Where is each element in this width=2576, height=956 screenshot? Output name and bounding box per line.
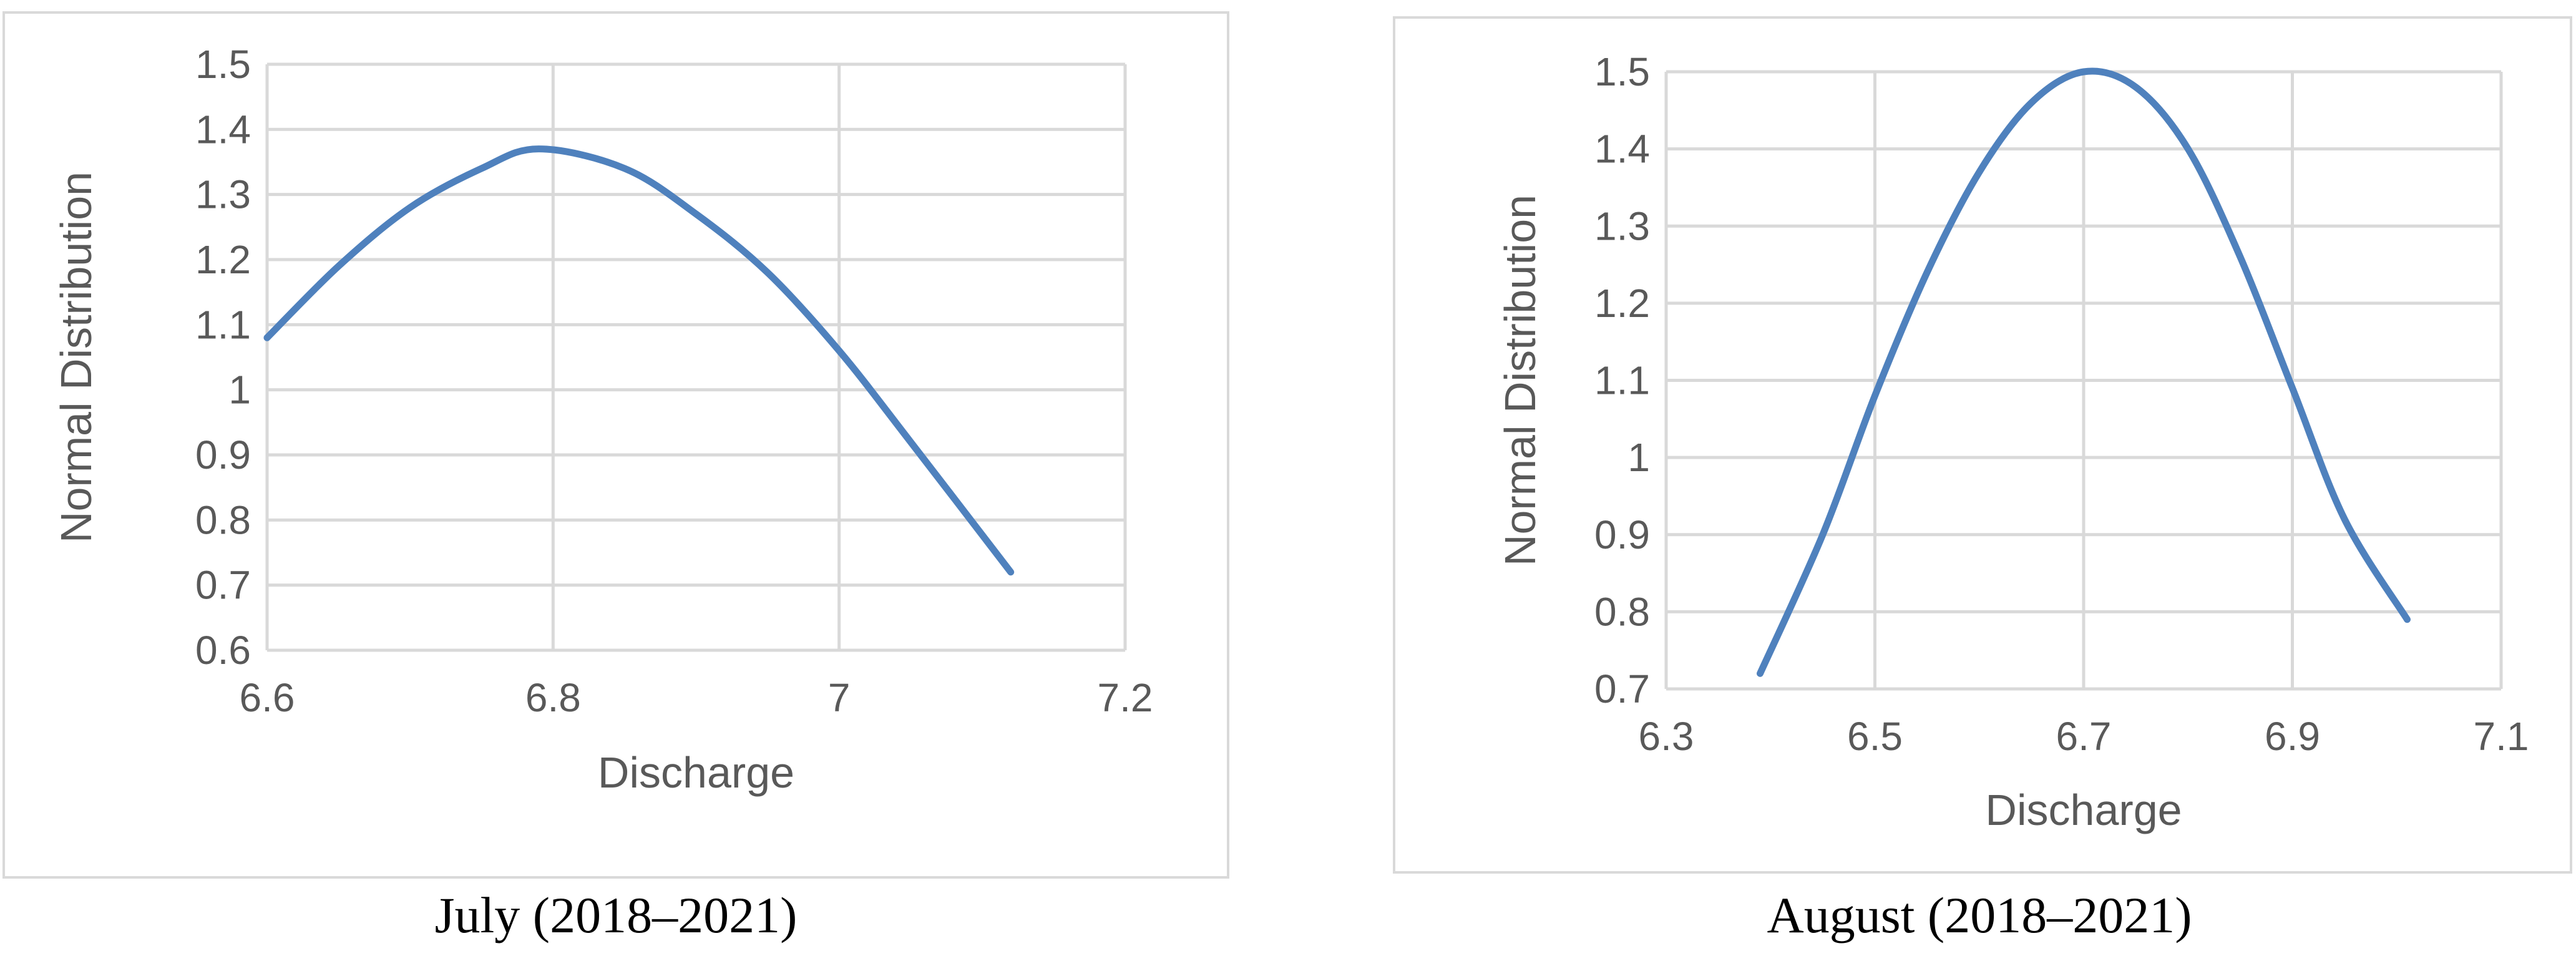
chart-frame-july [2, 11, 1229, 879]
x-tick-label: 6.5 [1847, 714, 1903, 759]
y-tick-label: 1 [228, 368, 251, 412]
tick-labels: 0.7 0.8 0.9 1 1.1 1.2 1.3 1.4 1.5 6.3 6.5 6.7 6.9 7.1 [1594, 49, 2529, 759]
y-tick-label: 0.7 [195, 563, 251, 608]
series-line [263, 145, 1015, 576]
y-tick-label: 0.8 [1594, 589, 1650, 634]
x-tick-label: 6.3 [1639, 714, 1694, 759]
gridlines [265, 62, 1127, 652]
y-tick-label: 0.8 [195, 497, 251, 542]
y-tick-label: 1.5 [1594, 49, 1650, 94]
y-tick-label: 1.3 [1594, 203, 1650, 248]
y-tick-label: 0.7 [1594, 666, 1650, 711]
x-tick-label: 6.9 [2265, 714, 2320, 759]
y-tick-label: 0.6 [195, 628, 251, 673]
y-tick-label: 1 [1627, 435, 1650, 480]
x-tick-label: 7.1 [2474, 714, 2529, 759]
y-tick-label: 1.1 [195, 302, 251, 347]
tick-labels: 0.6 0.7 0.8 0.9 1 1.1 1.2 1.3 1.4 1.5 6.6 6.8 7 7.2 [195, 42, 1153, 720]
y-tick-label: 1.4 [195, 107, 251, 152]
x-tick-label: 7 [828, 675, 851, 720]
chart-caption-july: July (2018–2021) [434, 887, 798, 944]
chart-frame-august [1393, 16, 2572, 874]
x-axis-title: Discharge [1985, 786, 2182, 834]
x-axis-title: Discharge [598, 748, 794, 797]
series-line [1757, 67, 2411, 677]
y-axis-title: Normal Distribution [52, 172, 100, 543]
y-tick-label: 0.9 [195, 432, 251, 477]
y-tick-label: 1.2 [1594, 281, 1650, 326]
y-tick-label: 0.9 [1594, 512, 1650, 557]
y-tick-label: 1.2 [195, 237, 251, 282]
x-tick-label: 6.7 [2056, 714, 2112, 759]
y-tick-label: 1.3 [195, 172, 251, 217]
gridlines [1664, 70, 2503, 691]
y-tick-label: 1.4 [1594, 127, 1650, 172]
y-tick-label: 1.5 [195, 42, 251, 87]
x-tick-label: 6.6 [240, 675, 295, 720]
y-tick-label: 1.1 [1594, 358, 1650, 403]
y-axis-title: Normal Distribution [1496, 195, 1544, 566]
x-tick-label: 7.2 [1098, 675, 1153, 720]
x-tick-label: 6.8 [525, 675, 581, 720]
chart-caption-august: August (2018–2021) [1767, 887, 2192, 944]
